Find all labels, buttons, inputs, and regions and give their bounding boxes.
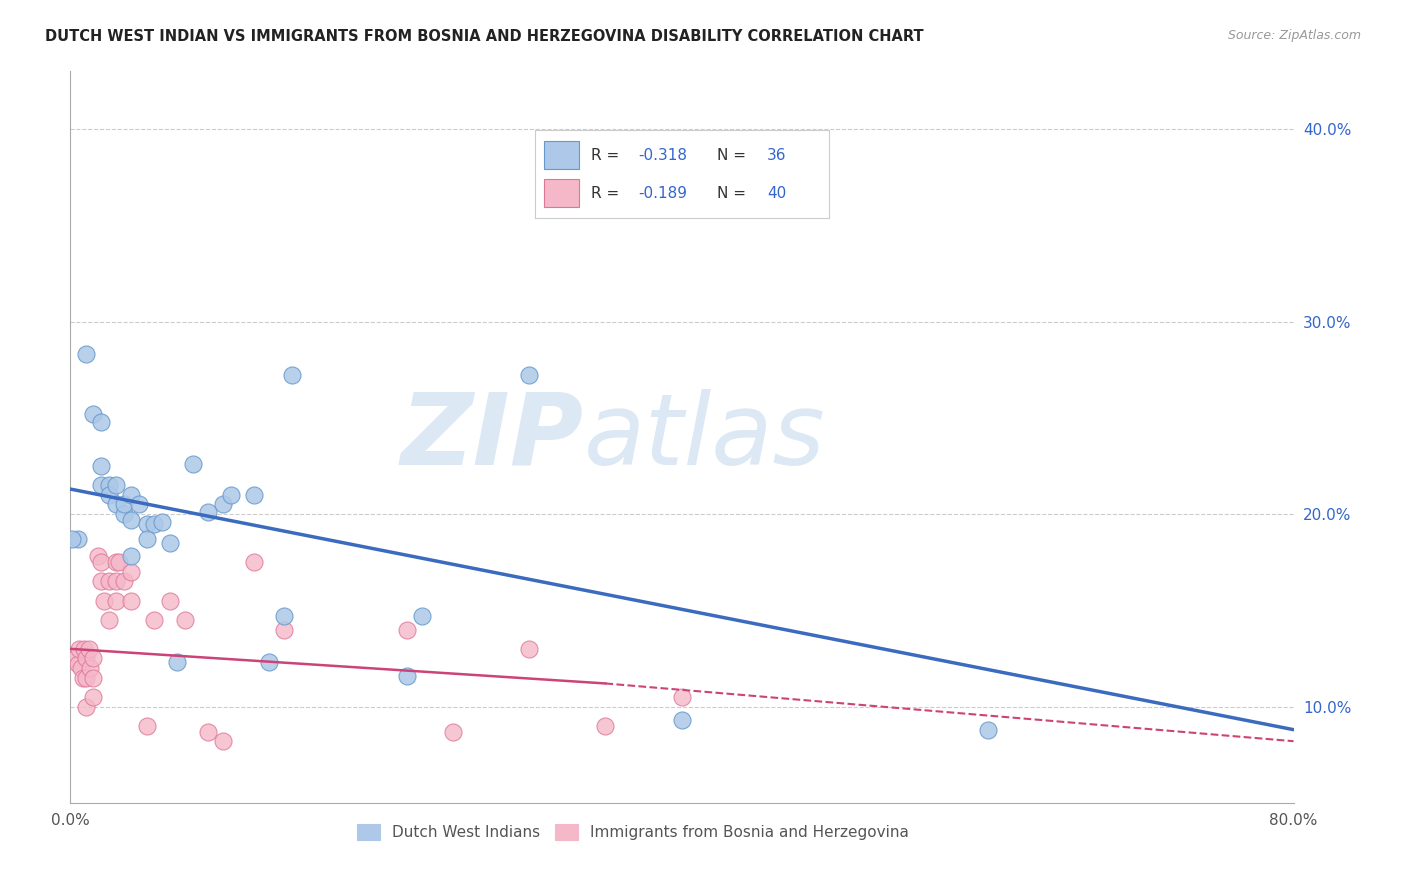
Point (273, 623, 295, 637)
Point (150, 515, 173, 529)
Point (60, 532, 83, 546)
Point (90, 478, 112, 492)
Point (97, 478, 120, 492)
Point (90, 415, 112, 429)
Point (121, 513, 143, 527)
Point (75, 699, 97, 714)
Point (66, 532, 89, 546)
Point (411, 609, 433, 624)
Point (75, 671, 97, 685)
Point (121, 488, 143, 502)
Point (143, 613, 166, 627)
Point (517, 641, 540, 656)
Point (97, 488, 120, 502)
Point (441, 724, 464, 739)
Point (197, 724, 219, 739)
Text: Source: ZipAtlas.com: Source: ZipAtlas.com (1227, 29, 1361, 42)
Point (93, 593, 115, 607)
Point (159, 593, 181, 607)
Point (174, 613, 197, 627)
Point (135, 516, 157, 531)
Point (121, 565, 143, 579)
Point (395, 669, 418, 683)
Point (112, 574, 135, 589)
Point (90, 574, 112, 589)
Point (159, 536, 181, 550)
Point (273, 609, 295, 624)
Point (105, 478, 128, 492)
Point (181, 457, 204, 471)
Text: DUTCH WEST INDIAN VS IMMIGRANTS FROM BOSNIA AND HERZEGOVINA DISABILITY CORRELATI: DUTCH WEST INDIAN VS IMMIGRANTS FROM BOS… (45, 29, 924, 44)
Point (87, 549, 110, 564)
Point (281, 368, 304, 383)
Point (197, 505, 219, 519)
Point (112, 507, 135, 521)
Point (166, 655, 188, 669)
Point (66, 657, 89, 672)
Point (595, 719, 617, 733)
Point (212, 498, 235, 512)
Point (77, 641, 100, 656)
Text: atlas: atlas (583, 389, 825, 485)
Point (105, 498, 128, 512)
Point (135, 719, 157, 733)
Point (976, 723, 998, 737)
Point (90, 458, 112, 473)
Point (257, 655, 280, 669)
Point (79, 661, 101, 675)
Text: ZIP: ZIP (401, 389, 583, 485)
Point (517, 368, 540, 383)
Point (108, 555, 131, 569)
Point (105, 574, 128, 589)
Point (97, 613, 120, 627)
Point (75, 651, 97, 665)
Point (121, 549, 143, 564)
Point (135, 532, 157, 546)
Point (82, 651, 104, 665)
Legend: Dutch West Indians, Immigrants from Bosnia and Herzegovina: Dutch West Indians, Immigrants from Bosn… (350, 818, 915, 847)
Point (121, 593, 143, 607)
Point (143, 516, 166, 531)
Point (671, 690, 693, 704)
Point (90, 555, 112, 569)
Point (105, 555, 128, 569)
Point (219, 488, 242, 502)
Point (82, 671, 104, 685)
Point (75, 347, 97, 361)
Point (243, 488, 266, 502)
Point (73, 641, 96, 656)
Point (243, 555, 266, 569)
Point (63, 651, 86, 665)
Point (105, 593, 128, 607)
Point (671, 713, 693, 727)
Point (395, 623, 418, 637)
Point (212, 734, 235, 748)
Point (112, 498, 135, 512)
Point (72, 671, 94, 685)
Point (69, 641, 91, 656)
Point (82, 407, 104, 421)
Point (128, 498, 150, 512)
Point (97, 574, 120, 589)
Point (70, 661, 93, 675)
Point (82, 690, 104, 704)
